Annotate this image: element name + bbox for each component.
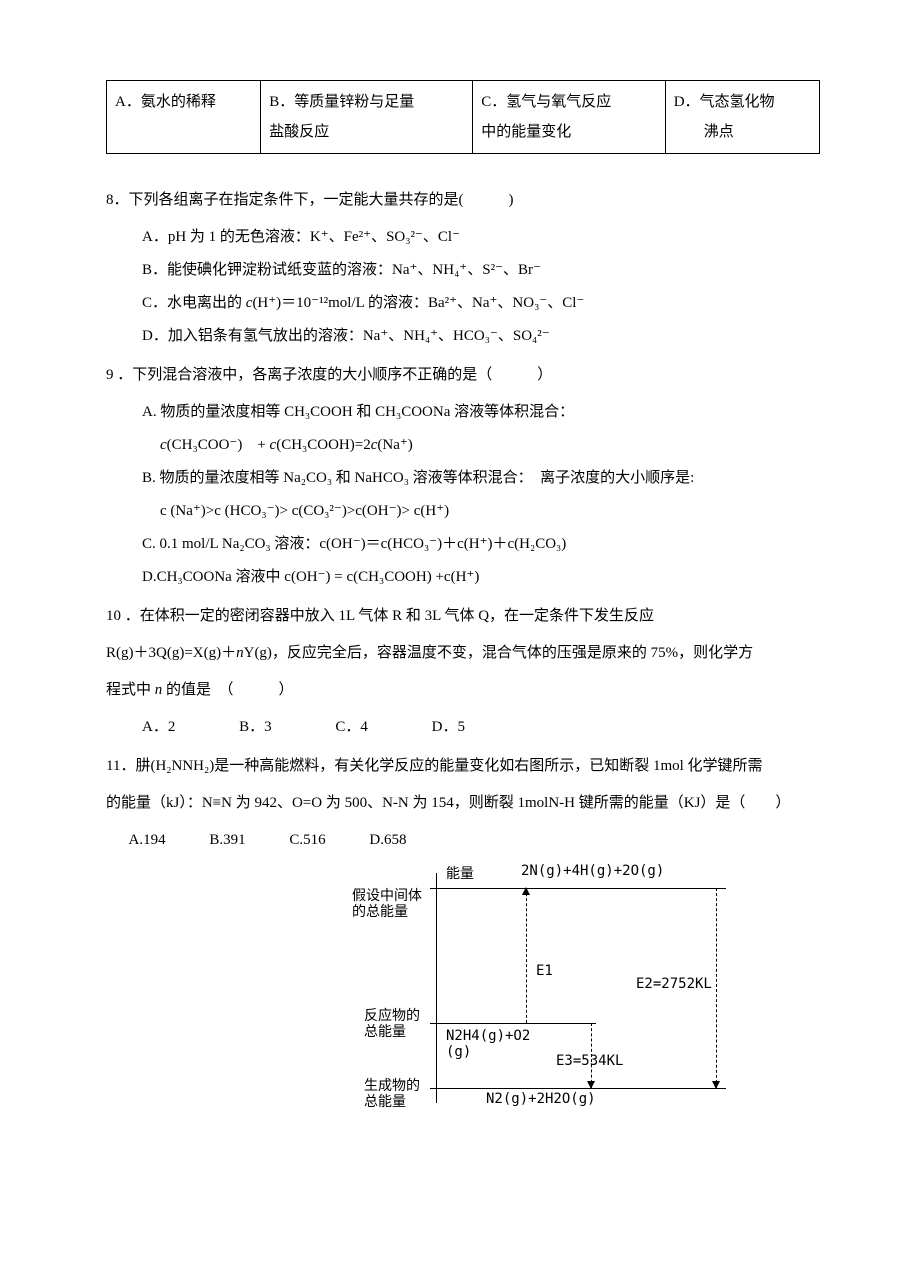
- arrow-E1: [526, 888, 527, 1023]
- react-species-2: (g): [446, 1044, 471, 1060]
- q11-B: B.391: [209, 824, 245, 857]
- q11-A: A.194: [129, 824, 166, 857]
- q8-A: A．pH 为 1 的无色溶液：K⁺、Fe²⁺、SO₃²⁻、Cl⁻: [106, 221, 820, 254]
- q10-l3a: 程式中: [106, 682, 155, 698]
- cell-A: A．氨水的稀释: [107, 81, 261, 154]
- q9-A2d: (CH₃COOH)=2: [276, 437, 371, 453]
- q9-A1: A. 物质的量浓度相等 CH₃COOH 和 CH₃COONa 溶液等体积混合：: [106, 396, 820, 429]
- label-E1: E1: [536, 963, 553, 979]
- q10-options: A．2 B．3 C．4 D．5: [106, 711, 820, 744]
- q11-l2: 的能量（kJ）：N≡N 为 942、O=O 为 500、N-N 为 154，则断…: [106, 787, 820, 820]
- q9-A2b: (CH₃COO⁻) +: [167, 437, 270, 453]
- tick-top: [430, 888, 436, 889]
- label-E3: E3=534KL: [556, 1053, 623, 1069]
- y-axis: [436, 873, 437, 1103]
- q10-l1: 10 ．在体积一定的密闭容器中放入 1L 气体 R 和 3L 气体 Q，在一定条…: [106, 600, 820, 633]
- q9-D: D.CH₃COONa 溶液中 c(OH⁻) = c(CH₃COOH) +c(H⁺…: [106, 561, 820, 594]
- level-react: [436, 1023, 596, 1024]
- react-left-2: 总能量: [364, 1021, 406, 1041]
- q11-D: D.658: [369, 824, 406, 857]
- energy-diagram: 能量 2N(g)+4H(g)+2O(g) 假设中间体 的总能量 E1 E2=27…: [346, 863, 820, 1113]
- cell-B: B．等质量锌粉与足量 盐酸反应: [261, 81, 473, 154]
- q10-B: B．3: [239, 711, 272, 744]
- q11-options: A.194 B.391 C.516 D.658: [106, 824, 820, 857]
- q9-D-text: D.CH₃COONa 溶液中 c(OH⁻) = c(CH₃COOH) +c(H⁺…: [142, 569, 479, 585]
- level-prod: [436, 1088, 726, 1089]
- level-top: [436, 888, 726, 889]
- q10-C: C．4: [335, 711, 368, 744]
- react-species-1: N2H4(g)+O2: [446, 1028, 530, 1044]
- q10-A: A．2: [142, 711, 175, 744]
- q10-l3: 程式中 n 的值是 （ ）: [106, 674, 820, 707]
- q8-C-mid: (H⁺)＝10⁻¹²mol/L 的溶液：Ba²⁺、Na⁺、NO₃⁻、Cl⁻: [252, 295, 584, 311]
- q8-D: D．加入铝条有氢气放出的溶液：Na⁺、NH₄⁺、HCO₃⁻、SO₄²⁻: [106, 320, 820, 353]
- q8-C: C．水电离出的 c(H⁺)＝10⁻¹²mol/L 的溶液：Ba²⁺、Na⁺、NO…: [106, 287, 820, 320]
- q11-C: C.516: [289, 824, 325, 857]
- q9-A2a: c: [160, 437, 167, 453]
- q9-stem: 9 ．下列混合溶液中，各离子浓度的大小顺序不正确的是（ ）: [106, 359, 820, 392]
- top-species: 2N(g)+4H(g)+2O(g): [521, 863, 664, 879]
- q10-l2c: Y(g)，反应完全后，容器温度不变，混合气体的压强是原来的 75%，则化学方: [244, 645, 754, 661]
- q10-l2: R(g)＋3Q(g)=X(g)＋nY(g)，反应完全后，容器温度不变，混合气体的…: [106, 637, 820, 670]
- q10-D: D．5: [432, 711, 465, 744]
- cell-D: D．气态氢化物 沸点: [665, 81, 819, 154]
- cell-A-l1: A．氨水的稀释: [115, 94, 216, 110]
- cell-D-l1: D．气态氢化物: [674, 94, 775, 110]
- options-table: A．氨水的稀释 B．等质量锌粉与足量 盐酸反应 C．氢气与氧气反应 中的能量变化…: [106, 80, 820, 154]
- cell-C-l1: C．氢气与氧气反应: [481, 94, 611, 110]
- q9-A2: c(CH₃COO⁻) + c(CH₃COOH)=2c(Na⁺): [106, 429, 820, 462]
- arrow-E2: [716, 888, 717, 1088]
- cell-C-l2: 中的能量变化: [481, 124, 571, 140]
- label-E2: E2=2752KL: [636, 976, 712, 992]
- q10-l3c: 的值是 （ ）: [162, 682, 293, 698]
- q8-B: B．能使碘化钾淀粉试纸变蓝的溶液：Na⁺、NH₄⁺、S²⁻、Br⁻: [106, 254, 820, 287]
- q10-l2a: R(g)＋3Q(g)=X(g)＋: [106, 645, 236, 661]
- cell-C: C．氢气与氧气反应 中的能量变化: [473, 81, 665, 154]
- prod-left-2: 总能量: [364, 1091, 406, 1111]
- q8-C-pre: C．水电离出的: [142, 295, 246, 311]
- q10-l2b: n: [236, 645, 244, 661]
- q9-C: C. 0.1 mol/L Na₂CO₃ 溶液：c(OH⁻)＝c(HCO₃⁻)＋c…: [106, 528, 820, 561]
- y-title: 能量: [446, 863, 474, 883]
- cell-B-l1: B．等质量锌粉与足量: [269, 94, 414, 110]
- q9-B2-text: c (Na⁺)>c (HCO₃⁻)> c(CO₃²⁻)>c(OH⁻)> c(H⁺…: [160, 503, 449, 519]
- q9-B2: c (Na⁺)>c (HCO₃⁻)> c(CO₃²⁻)>c(OH⁻)> c(H⁺…: [106, 495, 820, 528]
- cell-D-l2: 沸点: [674, 124, 734, 140]
- prod-species: N2(g)+2H2O(g): [486, 1091, 596, 1107]
- q11-l1: 11．肼(H₂NNH₂)是一种高能燃料，有关化学反应的能量变化如右图所示，已知断…: [106, 750, 820, 783]
- cell-B-l2: 盐酸反应: [269, 124, 329, 140]
- q8-stem: 8．下列各组离子在指定条件下，一定能大量共存的是( ): [106, 184, 820, 217]
- q9-A2f: (Na⁺): [377, 437, 412, 453]
- mid-left-2: 的总能量: [352, 901, 408, 921]
- q9-B1: B. 物质的量浓度相等 Na₂CO₃ 和 NaHCO₃ 溶液等体积混合： 离子浓…: [106, 462, 820, 495]
- q9-C-text: C. 0.1 mol/L Na₂CO₃ 溶液：c(OH⁻)＝c(HCO₃⁻)＋c…: [142, 536, 566, 552]
